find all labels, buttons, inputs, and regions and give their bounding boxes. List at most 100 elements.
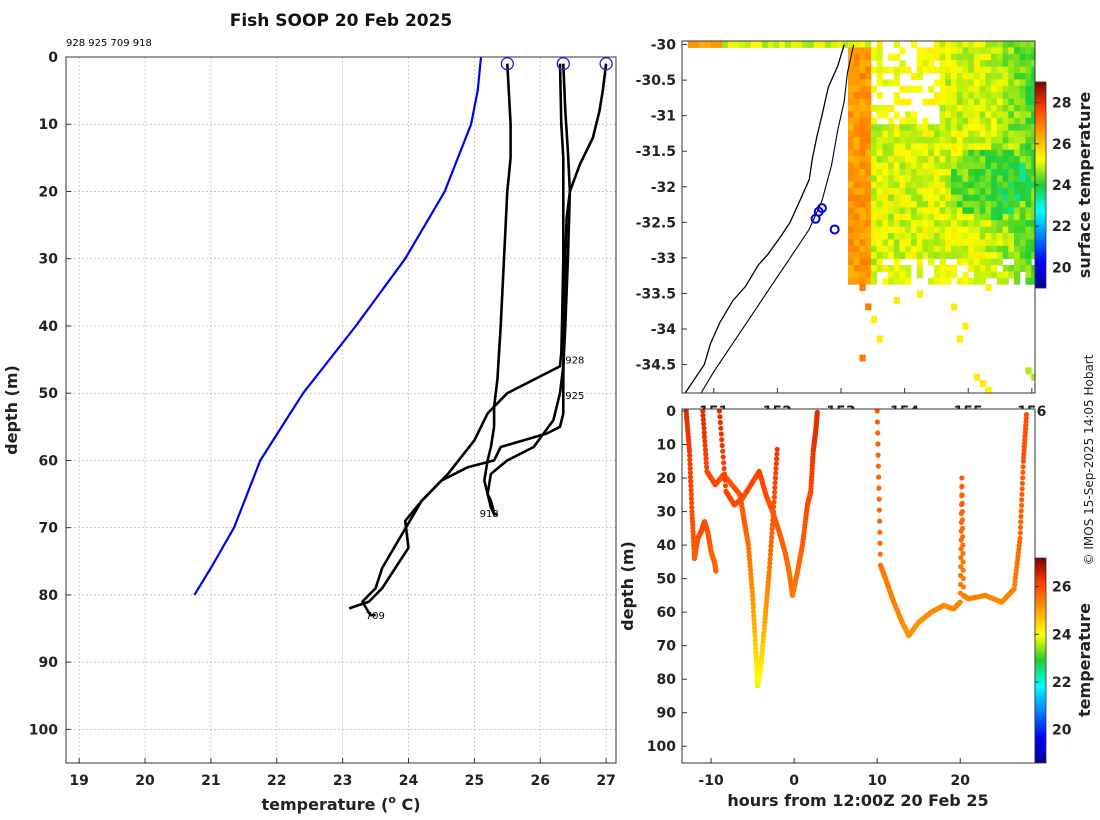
sst-pixel <box>951 124 958 132</box>
sst-pixel <box>922 47 929 55</box>
sst-pixel <box>945 245 952 253</box>
sst-pixel <box>1031 73 1035 80</box>
sst-pixel <box>893 156 900 164</box>
time-sample-point <box>814 409 820 415</box>
sst-pixel <box>928 124 935 132</box>
sst-pixel <box>962 41 969 48</box>
sst-pixel <box>1008 130 1015 138</box>
sst-pixel <box>979 137 986 144</box>
sst-pixel <box>859 175 866 183</box>
sst-pixel <box>893 233 900 240</box>
sst-pixel <box>859 226 866 234</box>
sst-pixel <box>1025 258 1032 266</box>
sst-pixel <box>1025 252 1032 260</box>
sst-pixel <box>899 233 906 240</box>
sst-pixel <box>956 130 963 138</box>
sst-pixel <box>876 194 883 202</box>
sst-pixel <box>979 277 986 285</box>
profile-tick-labels: 19 20 21 22 23 24 25 26 27 0 10 20 30 40 50 60 70 80 90 100 <box>29 50 616 789</box>
sst-pixel <box>865 111 872 119</box>
sst-pixel <box>859 66 866 74</box>
sst-pixel <box>968 92 975 100</box>
sst-pixel <box>922 220 929 228</box>
sst-pixel <box>865 156 872 164</box>
time-sample-point <box>1019 491 1025 497</box>
sst-pixel <box>687 41 694 48</box>
sst-pixel <box>928 188 935 196</box>
sst-pixel <box>882 201 889 208</box>
sst-pixel <box>956 137 963 144</box>
sst-pixel <box>865 79 872 87</box>
sst-pixel <box>893 98 900 106</box>
time-y-tick-label: 0 <box>666 404 676 420</box>
sst-pixel <box>922 60 929 68</box>
sst-pixel <box>962 277 969 285</box>
sst-pixel <box>979 60 986 68</box>
sst-pixel <box>962 149 969 157</box>
time-sample-point <box>875 441 881 447</box>
time-sample-point <box>774 451 780 457</box>
sst-pixel <box>859 41 866 48</box>
sst-pixel <box>956 156 963 164</box>
sst-pixel <box>813 41 820 48</box>
sst-pixel <box>956 47 963 55</box>
sst-pixel <box>945 271 952 279</box>
sst-pixel <box>905 156 912 164</box>
sst-pixel <box>905 143 912 151</box>
sst-pixel <box>991 194 998 202</box>
sst-pixel <box>853 162 860 170</box>
sst-pixel <box>1031 47 1035 55</box>
sst-pixel <box>916 271 923 279</box>
sst-pixel <box>928 194 935 202</box>
sst-pixel <box>973 265 981 272</box>
sst-pixel <box>905 169 912 176</box>
time-sample-point <box>720 454 726 460</box>
sst-pixel <box>979 380 986 388</box>
sst-pixel <box>945 181 952 189</box>
sst-pixel <box>979 105 986 112</box>
sst-pixel <box>1031 220 1035 228</box>
time-sample-point <box>876 507 882 513</box>
sst-pixel <box>899 201 906 208</box>
sst-pixel <box>979 207 986 215</box>
sst-pixel <box>945 66 952 74</box>
sst-pixel <box>1031 124 1035 132</box>
sst-pixel <box>848 188 855 196</box>
time-sample-point <box>877 529 883 535</box>
profile-y-tick-label: 10 <box>39 117 59 133</box>
sst-pixel <box>848 85 855 93</box>
sst-pixel <box>991 98 998 106</box>
profile-line-925 <box>486 63 572 516</box>
sst-pixel <box>933 239 941 247</box>
sst-pixel <box>911 207 918 215</box>
sst-pixel <box>1002 271 1009 279</box>
sst-pixel <box>968 105 975 112</box>
sst-pixel <box>859 354 866 362</box>
sst-pixel <box>973 252 981 260</box>
sst-pixel <box>1002 156 1009 164</box>
sst-pixel <box>922 169 929 176</box>
sst-pixel <box>1025 130 1032 138</box>
sst-pixel <box>882 111 889 119</box>
sst-pixel <box>951 207 958 215</box>
sst-pixel <box>899 156 906 164</box>
sst-pixel <box>928 233 935 240</box>
sst-pixel <box>882 137 889 144</box>
sst-pixel <box>991 162 998 170</box>
sst-pixel <box>968 60 975 68</box>
sst-pixel <box>870 201 878 208</box>
sst-pixel <box>865 105 872 112</box>
sst-pixel <box>991 53 998 61</box>
time-series-918 <box>683 409 719 574</box>
sst-pixel <box>905 188 912 196</box>
sst-pixel <box>870 316 878 324</box>
sst-colorbar-label: surface temperature <box>1075 92 1094 279</box>
sst-pixel <box>979 213 986 221</box>
time-sample-point <box>1020 464 1026 470</box>
sst-pixel <box>956 220 963 228</box>
sst-pixel <box>945 149 952 157</box>
sst-pixel <box>922 207 929 215</box>
sst-pixel <box>893 265 900 272</box>
profile-x-axis-label-end: C) <box>396 795 421 814</box>
sst-pixel <box>1025 143 1032 151</box>
